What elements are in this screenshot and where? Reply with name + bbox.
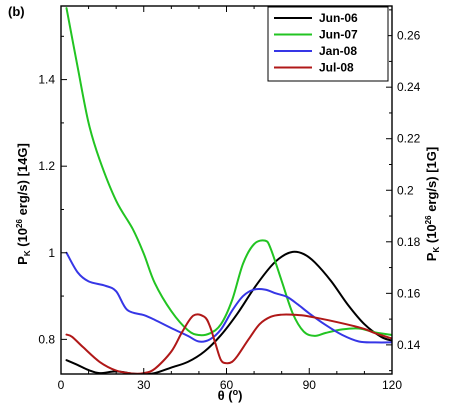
axis-layer: 0 30 60 90 120 0.8 1 1.2 1.4 0.14 0.16 0.18 0.2 0.22 0… bbox=[38, 6, 421, 392]
y-right-tick-label: 0.22 bbox=[397, 132, 421, 146]
x-tick-label: 30 bbox=[137, 378, 151, 392]
y-left-tick-label: 0.8 bbox=[38, 332, 55, 346]
series-line-jun-07 bbox=[65, 7, 392, 337]
plot-frame bbox=[60, 5, 393, 375]
y-left-tick-label: 1.4 bbox=[38, 73, 55, 87]
y-right-tick-label: 0.14 bbox=[397, 338, 421, 352]
y-right-tick-label: 0.24 bbox=[397, 80, 421, 94]
legend-label: Jun-06 bbox=[319, 11, 358, 25]
y-right-tick-label: 0.26 bbox=[397, 29, 421, 43]
legend-label: Jul-08 bbox=[319, 61, 354, 75]
legend: Jun-06 Jun-07 Jan-08 Jul-08 bbox=[267, 6, 389, 82]
y-axis-label-right: PK (1026 erg/s) [1G] bbox=[424, 147, 441, 261]
x-tick-label: 0 bbox=[58, 378, 65, 392]
x-tick-label: 90 bbox=[303, 378, 317, 392]
legend-label: Jan-08 bbox=[319, 44, 357, 58]
x-tick-label: 120 bbox=[382, 378, 402, 392]
y-right-tick-label: 0.18 bbox=[397, 235, 421, 249]
panel-label: (b) bbox=[8, 4, 25, 19]
legend-box bbox=[267, 6, 389, 82]
series-line-jan-08 bbox=[65, 251, 392, 344]
x-tick-label: 60 bbox=[220, 378, 234, 392]
y-axis-label-left: PK (1026 erg/s) [14G] bbox=[15, 143, 32, 265]
legend-label: Jun-07 bbox=[319, 28, 358, 42]
y-left-tick-label: 1 bbox=[48, 246, 55, 260]
y-right-tick-label: 0.16 bbox=[397, 286, 421, 300]
y-left-tick-label: 1.2 bbox=[38, 159, 55, 173]
series-line-jun-06 bbox=[65, 250, 392, 374]
y-right-tick-label: 0.2 bbox=[397, 183, 414, 197]
x-axis-label: θ (o) bbox=[218, 387, 243, 403]
